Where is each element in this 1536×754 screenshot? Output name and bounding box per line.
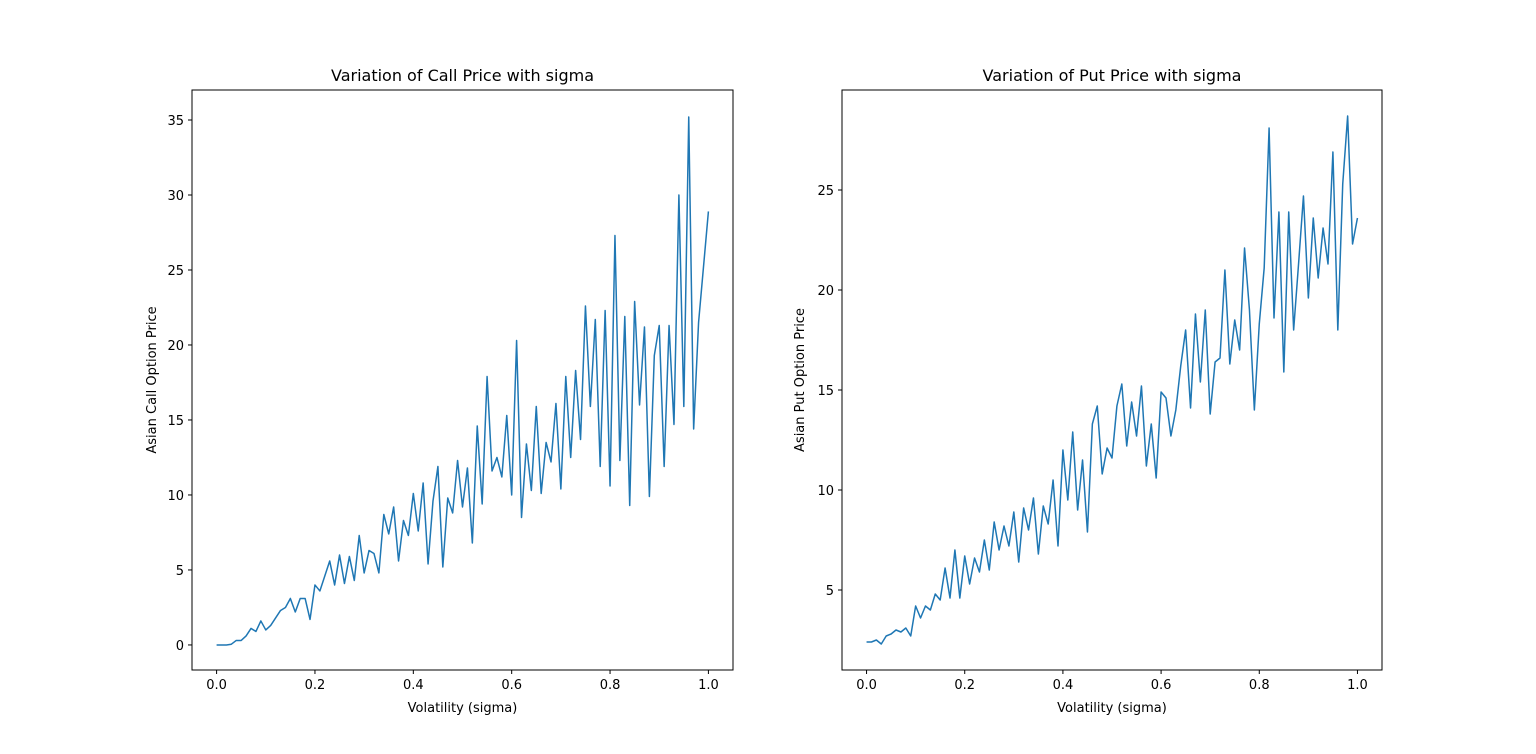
x-tick-label: 0.8: [600, 678, 621, 693]
x-axis-label: Volatility (sigma): [408, 701, 518, 716]
x-tick-label: 0.0: [206, 678, 227, 693]
data-line: [216, 116, 710, 646]
y-tick-label: 5: [826, 584, 834, 599]
y-tick-label: 10: [817, 484, 834, 499]
y-tick-label: 25: [817, 184, 834, 199]
x-tick-label: 0.0: [856, 678, 877, 693]
x-tick-label: 0.4: [403, 678, 424, 693]
x-tick-label: 0.8: [1249, 678, 1270, 693]
y-tick-label: 10: [167, 489, 184, 504]
x-tick-label: 0.2: [305, 678, 326, 693]
y-axis-label: Asian Call Option Price: [145, 306, 160, 453]
x-tick-label: 1.0: [698, 678, 719, 693]
x-tick-label: 0.2: [954, 678, 975, 693]
y-tick-label: 0: [176, 639, 184, 654]
chart-title: Variation of Put Price with sigma: [983, 66, 1242, 85]
y-tick-label: 15: [817, 384, 834, 399]
x-axis-label: Volatility (sigma): [1057, 701, 1167, 716]
y-tick-label: 20: [167, 339, 184, 354]
x-tick-label: 0.6: [1151, 678, 1172, 693]
y-tick-label: 15: [167, 414, 184, 429]
axes-frame: [841, 89, 1383, 671]
data-line: [866, 115, 1359, 645]
axes-frame: [191, 89, 734, 671]
y-axis-label: Asian Put Option Price: [793, 308, 808, 452]
x-tick-label: 1.0: [1347, 678, 1368, 693]
chart-title: Variation of Call Price with sigma: [331, 66, 594, 85]
y-tick-label: 35: [167, 114, 184, 129]
y-tick-label: 25: [167, 264, 184, 279]
x-tick-label: 0.4: [1053, 678, 1074, 693]
y-tick-label: 20: [817, 284, 834, 299]
x-tick-label: 0.6: [501, 678, 522, 693]
y-tick-label: 5: [176, 564, 184, 579]
y-tick-label: 30: [167, 189, 184, 204]
